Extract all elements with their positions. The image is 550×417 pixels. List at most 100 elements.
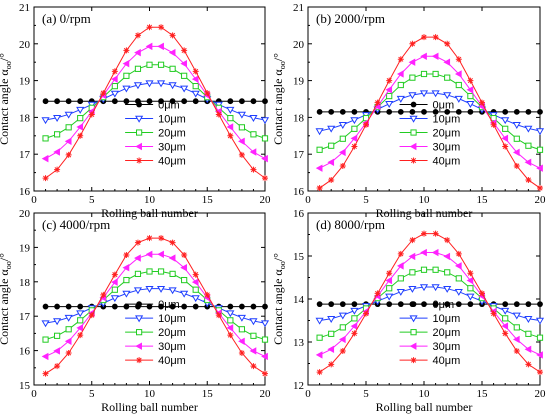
data-point	[454, 70, 462, 78]
series-40μm	[42, 24, 268, 182]
data-point	[134, 48, 141, 57]
y-tick-label: 17	[19, 149, 31, 161]
data-point	[123, 276, 130, 284]
data-point	[123, 98, 130, 105]
data-point	[444, 237, 451, 244]
data-point	[133, 287, 143, 295]
data-point	[111, 286, 118, 293]
data-point	[421, 230, 427, 237]
data-point	[237, 111, 246, 119]
data-point	[408, 58, 416, 66]
data-point	[502, 315, 509, 322]
data-point	[466, 101, 475, 108]
legend-label: 10μm	[433, 313, 461, 325]
data-point	[134, 254, 141, 262]
data-point	[502, 330, 509, 337]
data-point	[215, 312, 222, 319]
data-point	[513, 324, 520, 331]
data-point	[316, 108, 323, 115]
data-point	[454, 262, 462, 270]
data-point	[134, 32, 141, 39]
data-point	[88, 111, 95, 118]
data-point	[351, 108, 358, 115]
data-point	[64, 137, 72, 146]
data-point	[316, 369, 323, 376]
data-point	[467, 92, 474, 100]
data-point	[77, 115, 84, 122]
data-point	[525, 142, 532, 149]
data-point	[524, 125, 533, 133]
data-point	[397, 81, 404, 89]
legend-marker	[136, 157, 143, 164]
data-point	[455, 81, 462, 89]
legend-item: 10μm	[125, 313, 186, 325]
data-point	[250, 166, 257, 173]
data-point	[396, 262, 404, 270]
data-point	[227, 332, 234, 339]
data-point	[261, 135, 269, 142]
data-point	[467, 77, 474, 84]
data-point	[192, 286, 199, 293]
data-point	[350, 307, 359, 315]
data-point	[502, 125, 509, 132]
data-point	[250, 131, 257, 138]
data-point	[168, 48, 176, 57]
data-point	[54, 363, 61, 370]
data-point	[537, 369, 543, 376]
y-axis-label: Contact angle αoo/°	[0, 53, 13, 145]
data-point	[158, 24, 165, 31]
data-point	[227, 98, 234, 105]
data-point	[65, 98, 72, 105]
data-point	[110, 90, 119, 98]
y-tick-label: 17	[293, 149, 305, 161]
x-tick-label: 20	[535, 194, 547, 206]
data-point	[350, 322, 358, 330]
data-point	[397, 56, 404, 63]
legend-label: 0μm	[158, 100, 180, 112]
data-point	[524, 158, 532, 167]
data-point	[338, 122, 347, 129]
data-point	[180, 263, 188, 272]
data-point	[261, 154, 268, 163]
data-point	[386, 301, 393, 308]
legend-marker	[409, 115, 418, 123]
y-tick-label: 19	[293, 76, 305, 88]
data-point	[467, 270, 474, 277]
data-point	[42, 336, 49, 343]
legend-marker	[136, 357, 143, 364]
data-point	[227, 303, 234, 310]
data-point	[181, 276, 188, 284]
y-tick-label: 16	[19, 186, 31, 198]
data-point	[431, 90, 440, 98]
legend-item: 40μm	[399, 355, 460, 367]
data-point	[260, 117, 270, 125]
x-tick-label: 0	[31, 194, 37, 206]
data-point	[157, 61, 165, 68]
data-point	[122, 290, 131, 298]
y-tick-label: 20	[19, 39, 31, 51]
data-point	[408, 285, 417, 293]
data-point	[525, 361, 532, 368]
legend-item: 30μm	[399, 341, 460, 353]
data-point	[444, 40, 451, 47]
data-point	[123, 72, 130, 79]
data-point	[181, 98, 188, 105]
series-line	[319, 233, 541, 373]
data-point	[65, 326, 72, 333]
data-point	[328, 176, 335, 183]
data-point	[490, 121, 497, 128]
data-point	[397, 275, 404, 282]
data-point	[64, 111, 73, 119]
y-tick-label: 21	[293, 2, 304, 14]
data-point	[432, 230, 439, 237]
data-point	[42, 303, 49, 310]
y-tick-label: 16	[293, 208, 305, 220]
legend-marker	[409, 315, 418, 323]
data-point	[238, 326, 246, 333]
data-point	[77, 132, 84, 139]
data-point	[54, 98, 60, 105]
data-point	[76, 123, 84, 131]
data-point	[396, 70, 404, 78]
data-point	[111, 271, 118, 278]
data-point	[215, 111, 222, 118]
